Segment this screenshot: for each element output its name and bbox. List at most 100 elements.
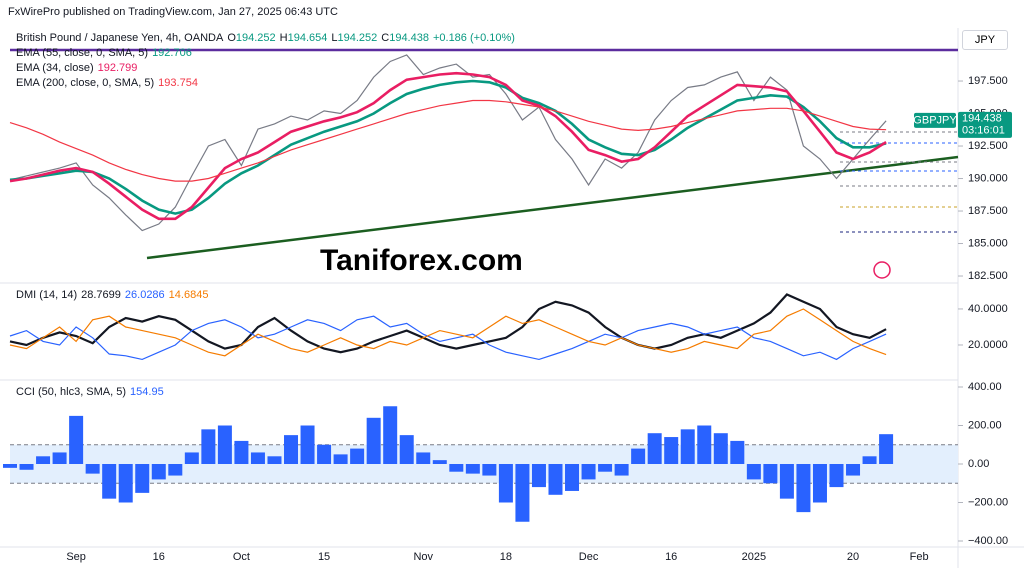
cci-bar	[3, 464, 17, 468]
cci-bar	[366, 417, 381, 465]
pane-title: CCI (50, hlc3, SMA, 5)	[16, 386, 127, 398]
cci-bar	[383, 406, 398, 465]
y-tick-label: 187.500	[968, 205, 1008, 217]
y-tick-label: 200.00	[968, 419, 1002, 431]
legend-row: British Pound / Japanese Yen, 4h, OANDA O…	[16, 31, 519, 46]
indicator-name: EMA (55, close, 0, SMA, 5)	[16, 47, 149, 59]
indicator-value: 193.754	[158, 77, 198, 89]
series-line	[9, 308, 887, 357]
ohlc-label: O	[227, 32, 236, 44]
cci-bar	[317, 444, 332, 465]
indicator-value: 28.7699	[81, 289, 121, 301]
x-tick-label: 2025	[742, 551, 766, 563]
cci-bar	[168, 464, 183, 476]
cci-bar	[531, 464, 546, 488]
levels	[840, 131, 958, 233]
x-tick-label: 20	[847, 551, 859, 563]
cci-bar	[746, 464, 761, 480]
indicator-name: EMA (200, close, 0, SMA, 5)	[16, 77, 155, 89]
cci-bar	[680, 429, 695, 465]
legend-row: EMA (200, close, 0, SMA, 5) 193.754	[16, 76, 519, 91]
cci-bar	[862, 456, 877, 465]
cci-bar	[796, 464, 811, 513]
cci-bar	[879, 434, 894, 465]
indicator-value: 192.706	[152, 47, 192, 59]
y-tick-label: 192.500	[968, 140, 1008, 152]
cci-bar	[151, 464, 166, 480]
cci-bar	[482, 464, 497, 476]
y-tick-label: 190.000	[968, 172, 1008, 184]
cci-bar	[267, 456, 282, 465]
cci-bar	[250, 452, 265, 465]
x-tick-label: Feb	[910, 551, 929, 563]
cci-bar	[416, 452, 431, 465]
ohlc-value: 194.252	[235, 32, 276, 44]
trendline	[146, 155, 959, 260]
y-tick-label: 0.00	[968, 458, 989, 470]
legend-row: DMI (14, 14) 28.7699 26.0286 14.6845	[16, 288, 212, 303]
cci-bar	[217, 425, 232, 465]
y-tick-label: 185.000	[968, 237, 1008, 249]
cci-bar	[730, 440, 745, 465]
pane-title: British Pound / Japanese Yen, 4h, OANDA	[16, 32, 224, 44]
cci-bar	[515, 464, 530, 522]
cci-bar	[581, 464, 596, 480]
pane-legend: CCI (50, hlc3, SMA, 5) 154.95	[16, 385, 168, 400]
pane-legend: DMI (14, 14) 28.7699 26.0286 14.6845	[16, 288, 212, 303]
indicator-value: 14.6845	[168, 289, 209, 301]
cci-bar	[19, 464, 34, 470]
cci-bar	[333, 454, 348, 465]
cci-bar	[184, 452, 199, 465]
cci-bar	[631, 448, 646, 465]
cci-bar	[664, 437, 679, 465]
cci-bar	[284, 435, 299, 465]
legend-row: CCI (50, hlc3, SMA, 5) 154.95	[16, 385, 168, 400]
x-tick-label: 18	[500, 551, 512, 563]
cci-bar	[565, 464, 580, 491]
pane-title: DMI (14, 14)	[16, 289, 78, 301]
series-line	[9, 71, 887, 221]
y-tick-label: 197.500	[968, 75, 1008, 87]
cci-bar	[598, 464, 613, 472]
cci-bar	[713, 433, 728, 465]
x-tick-label: 15	[318, 551, 330, 563]
cci-bar	[399, 435, 414, 465]
price-tag	[958, 111, 1012, 138]
symbol-tag-label: GBPJPY	[913, 115, 957, 127]
y-tick-label: 182.500	[968, 270, 1008, 282]
cci-bar	[763, 464, 778, 484]
series-line	[9, 99, 887, 182]
y-tick-label: −400.00	[968, 535, 1008, 547]
y-tick-label: 400.00	[968, 381, 1002, 393]
watermark: Taniforex.com	[320, 244, 523, 277]
cci-bar	[135, 464, 150, 493]
cci-bar	[118, 464, 133, 503]
indicator-name: EMA (34, close)	[16, 62, 94, 74]
cci-bar	[52, 452, 67, 465]
cci-bar	[498, 464, 513, 503]
cci-bar	[812, 464, 827, 503]
ohlc-value: 194.654	[287, 32, 328, 44]
ohlc-value: 194.438	[389, 32, 429, 44]
y-tick-label: 40.0000	[968, 303, 1008, 315]
indicator-value: 154.95	[130, 386, 164, 398]
y-tick-label: 20.0000	[968, 339, 1008, 351]
ohlc-value: 194.252	[337, 32, 378, 44]
legend-row: EMA (34, close) 192.799	[16, 61, 519, 76]
cci-bar	[465, 464, 480, 474]
cci-bar	[234, 440, 249, 465]
currency-button[interactable]: JPY	[962, 30, 1008, 50]
y-tick-label: −200.00	[968, 496, 1008, 508]
cci-bar	[201, 429, 216, 465]
x-tick-label: Nov	[413, 551, 433, 563]
change: +0.186 (+0.10%)	[432, 32, 515, 44]
cci-bar	[697, 425, 712, 465]
legend-row: EMA (55, close, 0, SMA, 5) 192.706	[16, 46, 519, 61]
x-tick-label: 16	[665, 551, 677, 563]
cci-bar	[432, 460, 447, 465]
series-line	[9, 79, 887, 215]
cci-bar	[647, 433, 662, 465]
cci-bar	[846, 464, 861, 476]
cci-bar	[69, 415, 84, 465]
